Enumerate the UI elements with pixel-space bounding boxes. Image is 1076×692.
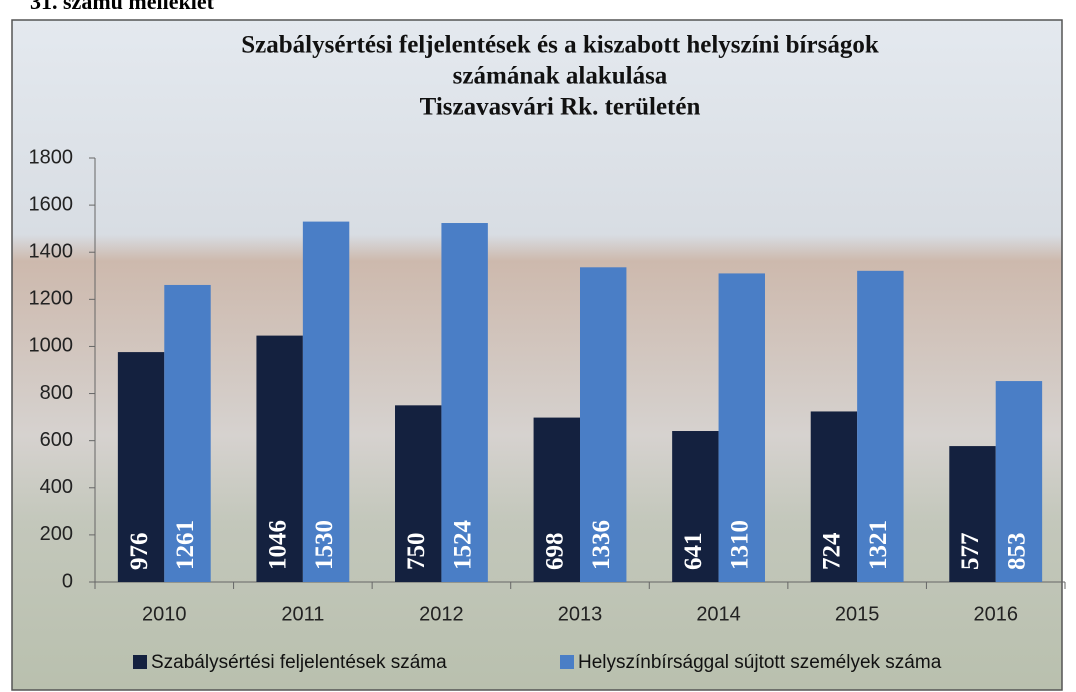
data-label: 1321 [865, 520, 892, 570]
data-label: 1046 [264, 520, 291, 570]
page-label: 31. számú melléklet [30, 0, 215, 14]
legend-swatch [560, 655, 574, 669]
y-tick-label: 200 [40, 523, 73, 545]
data-label: 1524 [449, 520, 476, 571]
y-tick-label: 1600 [29, 193, 74, 215]
data-label: 1336 [588, 520, 615, 570]
y-tick-label: 1200 [29, 288, 74, 310]
y-tick-label: 400 [40, 476, 73, 498]
y-tick-label: 0 [62, 570, 73, 592]
x-tick-label: 2015 [835, 603, 880, 625]
data-label: 976 [126, 533, 153, 571]
y-tick-label: 1000 [29, 335, 74, 357]
data-label: 641 [680, 533, 707, 571]
y-tick-label: 800 [40, 382, 73, 404]
y-tick-label: 600 [40, 429, 73, 451]
chart-title: Szabálysértési feljelentések és a kiszab… [241, 32, 879, 59]
data-label: 750 [403, 533, 430, 571]
chart-title: Tiszavasvári Rk. területén [420, 94, 701, 121]
x-tick-label: 2013 [558, 603, 603, 625]
x-tick-label: 2012 [419, 603, 464, 625]
legend-label: Helyszínbírsággal sújtott személyek szám… [578, 652, 942, 673]
y-tick-label: 1800 [29, 146, 74, 168]
x-tick-label: 2014 [696, 603, 741, 625]
data-label: 577 [957, 533, 984, 571]
page: 31. számú melléklet Szabálysértési felje… [0, 0, 1076, 692]
data-label: 1261 [172, 520, 199, 570]
x-tick-label: 2010 [142, 603, 187, 625]
legend-swatch [133, 655, 147, 669]
data-label: 853 [1004, 532, 1031, 570]
data-label: 698 [542, 533, 569, 571]
chart: 31. számú melléklet Szabálysértési felje… [0, 0, 1076, 692]
legend-label: Szabálysértési feljelentések száma [151, 652, 447, 673]
data-label: 1530 [311, 520, 338, 570]
x-tick-label: 2016 [973, 603, 1018, 625]
x-tick-label: 2011 [281, 603, 324, 625]
data-label: 1310 [727, 520, 754, 570]
y-tick-label: 1400 [29, 241, 74, 263]
chart-title: számának alakulása [453, 63, 668, 90]
data-label: 724 [819, 532, 846, 570]
